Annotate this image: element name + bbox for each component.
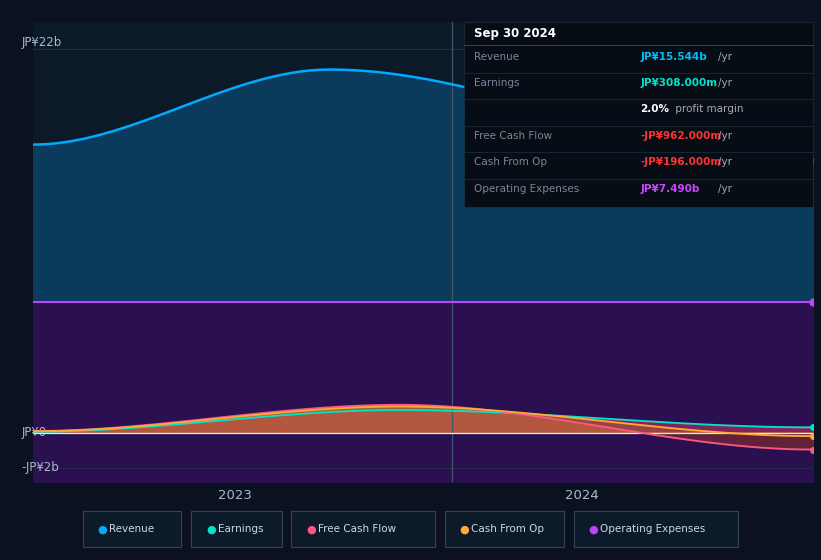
Text: JP¥7.490b: JP¥7.490b xyxy=(640,184,699,194)
Text: JP¥22b: JP¥22b xyxy=(21,36,62,49)
Text: Free Cash Flow: Free Cash Flow xyxy=(318,524,396,534)
Text: ●: ● xyxy=(306,524,316,534)
Text: Earnings: Earnings xyxy=(474,78,519,88)
Text: ●: ● xyxy=(206,524,216,534)
Text: profit margin: profit margin xyxy=(672,104,743,114)
Text: Operating Expenses: Operating Expenses xyxy=(600,524,705,534)
Text: -JP¥196.000m: -JP¥196.000m xyxy=(640,157,722,167)
Text: Free Cash Flow: Free Cash Flow xyxy=(474,131,552,141)
Text: 2.0%: 2.0% xyxy=(640,104,669,114)
Text: -JP¥2b: -JP¥2b xyxy=(21,461,59,474)
Text: JP¥0: JP¥0 xyxy=(21,426,46,439)
Text: ●: ● xyxy=(98,524,108,534)
Text: /yr: /yr xyxy=(718,184,732,194)
Text: /yr: /yr xyxy=(718,157,732,167)
Text: Cash From Op: Cash From Op xyxy=(474,157,547,167)
Text: ●: ● xyxy=(589,524,599,534)
Text: JP¥308.000m: JP¥308.000m xyxy=(640,78,718,88)
Text: Revenue: Revenue xyxy=(474,52,519,62)
Text: Cash From Op: Cash From Op xyxy=(471,524,544,534)
Text: Revenue: Revenue xyxy=(109,524,154,534)
Text: Sep 30 2024: Sep 30 2024 xyxy=(474,27,556,40)
Text: Operating Expenses: Operating Expenses xyxy=(474,184,579,194)
Text: /yr: /yr xyxy=(718,52,732,62)
Text: -JP¥962.000m: -JP¥962.000m xyxy=(640,131,722,141)
Text: ●: ● xyxy=(460,524,470,534)
Text: Earnings: Earnings xyxy=(218,524,263,534)
Text: /yr: /yr xyxy=(718,131,732,141)
Text: JP¥15.544b: JP¥15.544b xyxy=(640,52,707,62)
Text: /yr: /yr xyxy=(718,78,732,88)
